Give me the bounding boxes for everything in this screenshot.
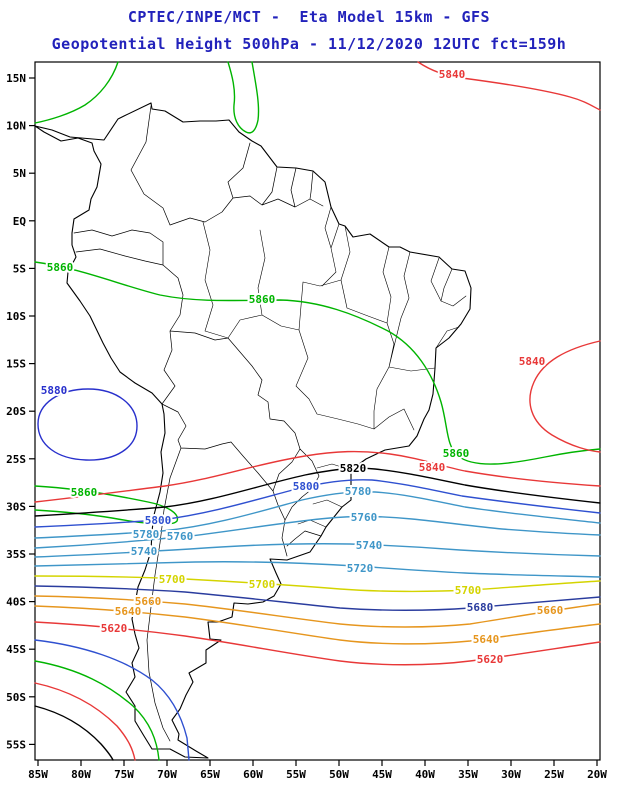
contour-label-5740: 5740 [131,545,158,558]
longitude-axis: 85W 80W 75W 70W 65W 60W 55W 50W 45W 40W 35W 30W 25W 2… [28,760,607,781]
lat-tick-label: 50S [6,691,26,704]
chart-title-line2: Geopotential Height 500hPa - 11/12/2020 … [51,35,567,53]
contour-5760 [34,515,601,549]
contour-5800 [34,479,601,528]
contour-5860-northwest [34,61,119,124]
contour-label-5620: 5620 [477,653,504,666]
contour-label-5640: 5640 [115,605,142,618]
contour-label-5820: 5820 [340,462,367,475]
contour-5540 [34,705,114,761]
contour-label-5680: 5680 [467,601,494,614]
contour-5860-central [34,261,601,465]
contour-label-5760: 5760 [351,511,378,524]
contour-5840-north [417,61,601,111]
lat-tick-label: 5N [13,167,26,180]
contour-label-5840: 5840 [519,355,546,368]
contour-5860-north [227,61,260,134]
contour-5700 [34,575,601,593]
lat-tick-label: 10N [6,120,26,133]
contour-5580 [34,660,160,761]
contour-label-5700: 5700 [455,584,482,597]
lat-tick-label: 15S [6,358,26,371]
lat-tick-label: 40S [6,596,26,609]
contour-label-5880: 5880 [41,384,68,397]
contour-5640 [34,605,601,645]
contour-5680 [34,585,601,611]
contour-label-5840: 5840 [419,461,446,474]
lon-tick-label: 40W [415,768,435,781]
lon-tick-label: 70W [157,768,177,781]
lon-tick-label: 45W [372,768,392,781]
contour-label-5780: 5780 [133,528,160,541]
contour-5780 [34,491,601,539]
contour-5840-east [529,340,601,453]
lat-tick-label: 10S [6,310,26,323]
lat-tick-label: 55S [6,738,26,751]
state-borders [202,206,467,528]
contour-label-5860: 5860 [71,486,98,499]
lat-tick-label: 20S [6,405,26,418]
lat-tick-label: 35S [6,548,26,561]
contour-5720 [34,561,601,578]
latitude-axis: 15N 10N 5N EQ 5S 10S 15S 20S 25S 30S 35S 40S 45S 50S 5… [6,72,35,751]
lat-tick-label: 15N [6,72,26,85]
contour-label-5660: 5660 [537,604,564,617]
contour-5820 [34,467,601,517]
coastline [34,102,472,759]
contour-5600 [34,639,190,761]
lon-tick-label: 75W [114,768,134,781]
contour-label-5720: 5720 [347,562,374,575]
chart-title-line1: CPTEC/INPE/MCT - Eta Model 15km - GFS [127,8,491,26]
contour-label-5800: 5800 [293,480,320,493]
contour-5740 [34,543,601,558]
lat-tick-label: 5S [13,262,26,275]
lon-tick-label: 25W [544,768,564,781]
contour-label-5640: 5640 [473,633,500,646]
lon-tick-label: 85W [28,768,48,781]
contour-label-5800: 5800 [145,514,172,527]
contour-label-5740: 5740 [356,539,383,552]
lon-tick-label: 65W [200,768,220,781]
lat-tick-label: 30S [6,500,26,513]
contour-label-5620: 5620 [101,622,128,635]
contour-5860-west [34,485,179,525]
lon-tick-label: 30W [501,768,521,781]
lat-tick-label: 45S [6,643,26,656]
contour-5660 [34,595,601,628]
contour-label-5780: 5780 [345,485,372,498]
lon-tick-label: 55W [286,768,306,781]
contour-5880-closed-high [37,388,138,461]
contour-label-5760: 5760 [167,530,194,543]
contour-5620 [34,621,601,666]
lon-tick-label: 60W [243,768,263,781]
contour-label-5660: 5660 [135,595,162,608]
contour-label-5860: 5860 [47,261,74,274]
contour-5840-south [34,450,601,503]
contour-5560 [34,682,136,761]
contour-labels: 5840586058605840588058605840586058205800… [39,66,566,668]
contour-label-5860: 5860 [249,293,276,306]
contour-label-5700: 5700 [159,573,186,586]
lat-tick-label: EQ [13,215,27,228]
lat-tick-label: 25S [6,453,26,466]
lon-tick-label: 80W [71,768,91,781]
lon-tick-label: 50W [329,768,349,781]
lon-tick-label: 20W [587,768,607,781]
contour-label-5700: 5700 [249,578,276,591]
contour-label-5860: 5860 [443,447,470,460]
lon-tick-label: 35W [458,768,478,781]
contour-label-5840: 5840 [439,68,466,81]
country-borders [73,105,324,742]
